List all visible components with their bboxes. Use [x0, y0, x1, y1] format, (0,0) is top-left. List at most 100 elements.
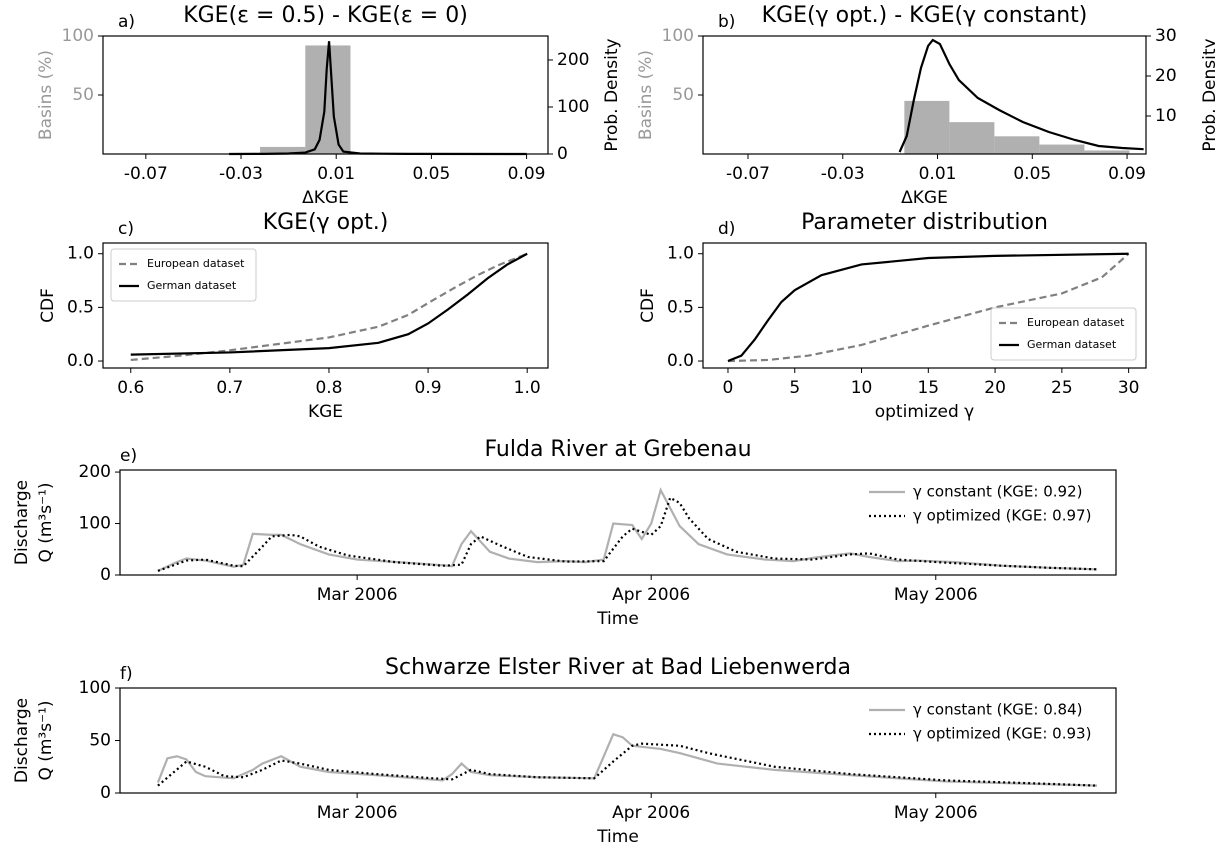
x-tick-label: 0.01 [317, 164, 355, 184]
y-axis-label: Discharge [12, 698, 32, 783]
legend-frame [110, 248, 257, 302]
x-tick-label: 30 [1118, 378, 1140, 398]
histogram-bar [260, 146, 306, 154]
x-tick-label: Mar 2006 [317, 803, 398, 823]
legend-label: γ constant (KGE: 0.92) [913, 483, 1082, 501]
y-axis-label: CDF [638, 288, 658, 323]
y2-tick-label: 200 [557, 50, 589, 70]
histogram-bar [1039, 144, 1085, 154]
y-tick-label: 0 [100, 565, 111, 585]
panel-label: f) [120, 664, 133, 684]
series-line [130, 252, 528, 362]
x-tick-label: 0.09 [1108, 164, 1146, 184]
y-axis-label: Discharge [12, 480, 32, 565]
legend-label: European dataset [1027, 316, 1125, 329]
series-line [727, 252, 1130, 363]
plot-frame [102, 242, 549, 369]
density-line [898, 38, 1144, 153]
x-axis-label: ΔKGE [901, 188, 948, 208]
y2-tick-label: 100 [557, 97, 589, 117]
y-tick-label: 100 [79, 678, 111, 698]
y2-tick-label: 0 [557, 144, 568, 164]
panel-label: a) [118, 12, 135, 32]
chart-title: Schwarze Elster River at Bad Liebenwerda [385, 655, 851, 680]
x-tick-label: 0.6 [117, 378, 144, 398]
x-tick-label: 25 [1051, 378, 1073, 398]
chart-title: Parameter distribution [801, 210, 1048, 235]
series-line [130, 252, 528, 356]
histogram-bar [994, 136, 1040, 154]
y2-axis-label: Prob. Density [602, 38, 622, 151]
x-tick-label: 0.05 [412, 164, 450, 184]
x-tick-label: 15 [917, 378, 939, 398]
plot-frame [102, 35, 549, 155]
x-tick-label: 0.9 [415, 378, 442, 398]
y-tick-label: 0.5 [67, 297, 94, 317]
plot-frame [702, 35, 1147, 155]
y-tick-label: 200 [79, 462, 111, 482]
chart-title: KGE(γ opt.) - KGE(γ constant) [762, 3, 1088, 28]
y-tick-label: 100 [662, 26, 694, 46]
legend-label: γ optimized (KGE: 0.97) [913, 507, 1091, 525]
x-tick-label: 5 [789, 378, 800, 398]
x-tick-label: May 2006 [894, 585, 978, 605]
y-tick-label: 0.5 [667, 297, 694, 317]
x-tick-label: 0.8 [315, 378, 342, 398]
x-tick-label: 0.09 [508, 164, 546, 184]
x-axis-label: optimized γ [875, 402, 975, 422]
series-line [157, 742, 1098, 787]
plot-frame [702, 242, 1147, 369]
y-tick-label: 50 [72, 85, 94, 105]
x-tick-label: 0 [723, 378, 734, 398]
legend-frame [990, 307, 1137, 361]
panel-label: c) [118, 219, 134, 239]
chart-title: Fulda River at Grebenau [484, 437, 751, 462]
x-tick-label: Mar 2006 [317, 585, 398, 605]
legend-label: German dataset [1027, 338, 1117, 351]
y-axis-label: CDF [38, 288, 58, 323]
y-tick-label: 0 [100, 783, 111, 803]
x-tick-label: -0.07 [726, 164, 770, 184]
x-tick-label: 1.0 [514, 378, 541, 398]
legend-label: γ constant (KGE: 0.84) [913, 701, 1082, 719]
x-axis-label: Time [596, 827, 639, 847]
y-axis-label: Q (m³s⁻¹) [36, 482, 56, 562]
panel-label: d) [718, 219, 735, 239]
y-tick-label: 50 [672, 85, 694, 105]
y-axis-label: Basins (%) [36, 50, 56, 140]
y-tick-label: 100 [62, 26, 94, 46]
panel-label: e) [120, 446, 137, 466]
y2-tick-label: 30 [1155, 26, 1177, 46]
x-axis-label: KGE [308, 402, 343, 422]
y-tick-label: 50 [89, 731, 111, 751]
y-axis-label: Q (m³s⁻¹) [36, 700, 56, 780]
y-axis-label: Basins (%) [636, 50, 656, 140]
y-tick-label: 100 [79, 514, 111, 534]
series-line [156, 732, 1098, 787]
x-tick-label: -0.03 [821, 164, 865, 184]
y-tick-label: 0.0 [67, 351, 94, 371]
chart-title: KGE(ε = 0.5) - KGE(ε = 0) [183, 3, 468, 28]
x-tick-label: -0.03 [219, 164, 263, 184]
chart-title: KGE(γ opt.) [263, 210, 389, 235]
x-axis-label: Time [596, 609, 639, 629]
y2-tick-label: 20 [1155, 66, 1177, 86]
legend-label: German dataset [147, 279, 237, 292]
y2-axis-label: Prob. Density [1200, 38, 1215, 151]
panel-label: b) [718, 12, 735, 32]
series-line [157, 487, 1098, 572]
y-tick-label: 1.0 [667, 244, 694, 264]
y-tick-label: 0.0 [667, 351, 694, 371]
legend-label: γ optimized (KGE: 0.93) [913, 725, 1091, 743]
density-line [229, 41, 527, 156]
x-tick-label: 20 [984, 378, 1006, 398]
plot-frame [119, 687, 1117, 794]
x-tick-label: 0.01 [919, 164, 957, 184]
x-tick-label: Apr 2006 [612, 585, 690, 605]
x-tick-label: -0.07 [124, 164, 168, 184]
plot-frame [119, 469, 1117, 576]
y-tick-label: 1.0 [67, 244, 94, 264]
histogram-bar [949, 122, 995, 154]
x-tick-label: 0.05 [1013, 164, 1051, 184]
y2-tick-label: 10 [1155, 106, 1177, 126]
